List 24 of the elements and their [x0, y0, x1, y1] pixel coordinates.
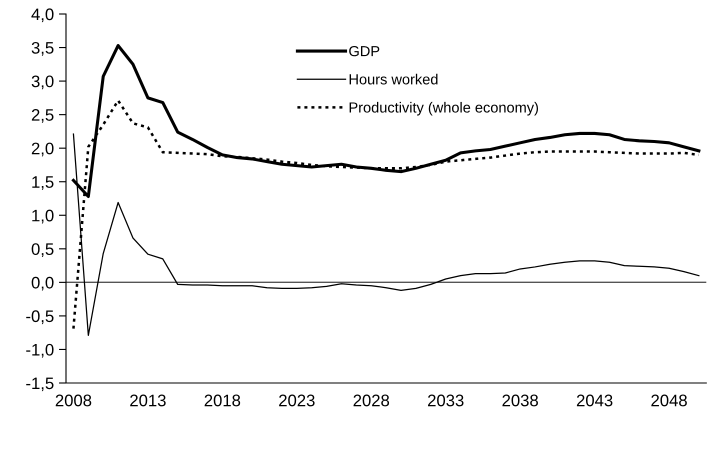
- y-tick-label: 3,0: [32, 75, 54, 90]
- legend-label: GDP: [349, 46, 380, 56]
- y-tick-label: 1,0: [32, 210, 54, 224]
- y-tick-label: 2,5: [32, 109, 54, 123]
- x-tick-label: 2023: [279, 394, 315, 406]
- y-tick-label: -1,5: [26, 378, 54, 392]
- x-tick-label: 2043: [576, 394, 612, 406]
- legend-label: Productivity (whole economy): [350, 102, 538, 116]
- y-tick-label: 3,5: [32, 42, 54, 56]
- y-tick-label: 2,0: [32, 142, 54, 156]
- x-tick-label: 2038: [502, 394, 538, 406]
- x-tick-label: 2033: [428, 394, 464, 406]
- y-tick-label: -0,5: [26, 310, 54, 324]
- x-tick-label: 2018: [204, 394, 240, 406]
- legend-label: Hours worked: [350, 74, 438, 84]
- y-tick-label: 4,0: [31, 8, 54, 22]
- y-tick-label: -1,0: [26, 344, 54, 358]
- x-tick-label: 2008: [56, 394, 92, 406]
- y-tick-label: 0,5: [32, 243, 54, 257]
- x-tick-label: 2028: [354, 394, 390, 406]
- y-tick-label: 1,5: [32, 176, 54, 190]
- x-tick-label: 2013: [130, 394, 166, 406]
- y-tick-label: 0,0: [32, 276, 54, 291]
- x-tick-label: 2048: [651, 394, 687, 406]
